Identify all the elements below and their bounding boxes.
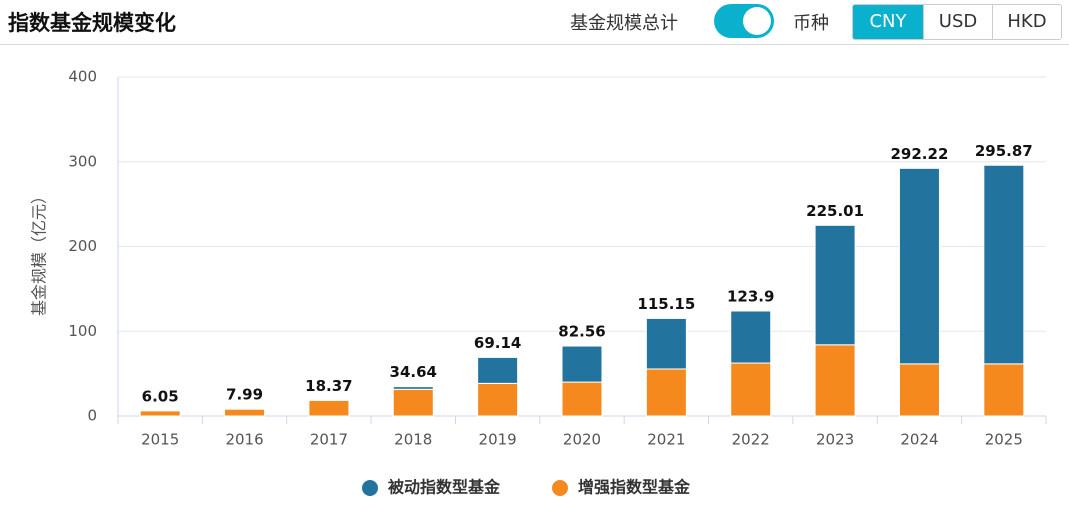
bar-segment xyxy=(392,386,434,390)
toggle[interactable] xyxy=(714,4,774,38)
header: 指数基金规模变化 基金规模总计 币种 CNY USD HKD xyxy=(0,0,1069,45)
bar-segment xyxy=(730,362,772,417)
total-label: 34.64 xyxy=(390,363,437,381)
total-label: 7.99 xyxy=(226,386,263,404)
bar-segment xyxy=(730,310,772,364)
currency-button[interactable]: CNY xyxy=(853,5,923,39)
total-label: 292.22 xyxy=(891,145,949,163)
y-axis-label: 基金规模（亿元） xyxy=(30,188,49,316)
total-label: 82.56 xyxy=(558,323,605,341)
currency-button[interactable]: USD xyxy=(923,5,992,39)
y-tick-label: 0 xyxy=(87,407,97,425)
currency-button[interactable]: HKD xyxy=(992,5,1061,39)
x-tick-label: 2019 xyxy=(479,431,517,449)
toggle-label: 基金规模总计 xyxy=(570,13,678,34)
y-tick-label: 300 xyxy=(68,152,97,170)
x-tick-label: 2024 xyxy=(900,431,938,449)
bar-segment xyxy=(898,363,940,417)
total-label: 123.9 xyxy=(727,287,774,305)
total-label: 295.87 xyxy=(975,142,1033,160)
x-tick-label: 2020 xyxy=(563,431,601,449)
x-tick-label: 2023 xyxy=(816,431,854,449)
bar-segment xyxy=(645,317,687,370)
total-label: 115.15 xyxy=(637,295,695,313)
bar-segment xyxy=(477,382,519,417)
currency-label: 币种 xyxy=(793,13,829,34)
x-tick-label: 2015 xyxy=(141,431,179,449)
x-tick-label: 2017 xyxy=(310,431,348,449)
bar-segment xyxy=(645,368,687,417)
bar-segment xyxy=(814,344,856,417)
bar-segment xyxy=(983,164,1025,365)
bar-segment xyxy=(814,224,856,346)
legend-label: 被动指数型基金 xyxy=(388,478,501,497)
total-label: 69.14 xyxy=(474,334,521,352)
bar-segment xyxy=(477,356,519,384)
total-label: 6.05 xyxy=(142,387,179,405)
bar-segment xyxy=(983,363,1025,417)
y-tick-label: 100 xyxy=(68,322,97,340)
y-tick-label: 400 xyxy=(68,68,97,86)
bar-segment xyxy=(561,345,603,383)
x-tick-label: 2022 xyxy=(732,431,770,449)
title: 指数基金规模变化 xyxy=(8,11,176,35)
total-label: 18.37 xyxy=(305,377,352,395)
total-label: 225.01 xyxy=(806,202,864,220)
legend-marker xyxy=(552,480,568,496)
x-tick-label: 2021 xyxy=(647,431,685,449)
bar-segment xyxy=(898,167,940,365)
x-tick-label: 2018 xyxy=(394,431,432,449)
x-tick-label: 2016 xyxy=(225,431,263,449)
bar-segment xyxy=(224,408,266,417)
bar-segment xyxy=(561,381,603,417)
legend-label: 增强指数型基金 xyxy=(578,478,691,497)
toggle-knob xyxy=(743,7,771,35)
bar-segment xyxy=(139,410,181,417)
currency-group: CNY USD HKD xyxy=(852,4,1062,40)
legend-marker xyxy=(362,480,378,496)
bar-segment xyxy=(308,399,350,417)
y-tick-label: 200 xyxy=(68,237,97,255)
bar-segment xyxy=(392,388,434,417)
x-tick-label: 2025 xyxy=(985,431,1023,449)
